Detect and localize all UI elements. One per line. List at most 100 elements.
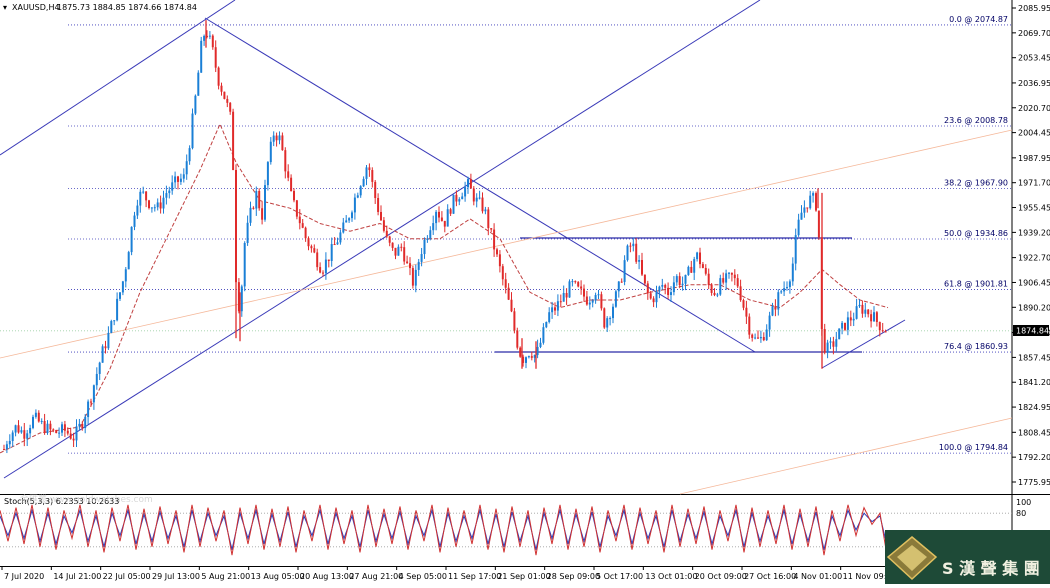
candle-body: [295, 200, 298, 217]
candle-body: [449, 209, 452, 214]
candle-body: [46, 423, 49, 434]
candle-body: [841, 322, 844, 329]
candle-body: [304, 227, 307, 239]
candle-body: [478, 197, 481, 199]
candle-body: [641, 260, 643, 275]
candle-body: [438, 211, 440, 218]
date-tick-label: 27 Aug 21:00: [349, 572, 403, 581]
candle-body: [713, 292, 716, 296]
date-tick-label: 21 Sep 01:00: [497, 572, 550, 581]
symbol-label: XAUUSD,H4: [12, 3, 60, 12]
candle-body: [330, 244, 333, 261]
candle-body: [574, 281, 577, 283]
candle-body: [513, 311, 516, 331]
candle-body: [780, 291, 783, 293]
candle-body: [791, 263, 794, 282]
candle-body: [101, 346, 104, 363]
candle-body: [469, 179, 472, 189]
candle-body: [591, 300, 594, 303]
candle-body: [452, 194, 455, 214]
logo-text: S 漢 聲 集 團: [942, 559, 1040, 578]
fib-level-label: 50.0 @ 1934.86: [944, 229, 1008, 238]
candle-body: [287, 171, 290, 178]
candle-body: [307, 238, 310, 247]
candle-body: [322, 272, 324, 274]
candle-body: [803, 207, 806, 213]
candle-body: [554, 307, 556, 311]
candle-body: [678, 276, 681, 286]
fibonacci-levels[interactable]: 0.0 @ 2074.87 23.6 @ 2008.78 38.2 @ 1967.9…: [0, 15, 1012, 454]
candle-body: [493, 229, 496, 250]
candle-body: [66, 430, 69, 434]
price-tick-label: 2053.45: [1018, 54, 1050, 63]
fib-level-label: 76.4 @ 1860.93: [944, 342, 1008, 351]
candle-body: [565, 293, 568, 298]
price-tick-label: 1824.95: [1018, 403, 1050, 412]
candle-body: [394, 247, 397, 256]
candle-body: [832, 341, 835, 347]
candle-body: [426, 238, 429, 240]
candle-body: [78, 423, 81, 427]
candle-body: [571, 281, 574, 283]
candle-body: [353, 197, 356, 213]
candle-body: [380, 211, 382, 221]
candle-body: [751, 334, 754, 338]
candle-body: [562, 293, 565, 302]
price-tick-label: 1971.70: [1018, 179, 1050, 188]
candle-body: [551, 307, 554, 313]
candle-body: [356, 195, 359, 198]
candle-body: [148, 200, 150, 209]
date-tick-label: 27 Oct 16:00: [744, 572, 796, 581]
date-tick-label: 4 Sep 05:00: [399, 572, 447, 581]
trend-line[interactable]: [3, 0, 761, 479]
candle-body: [467, 179, 469, 188]
trend-line[interactable]: [204, 17, 756, 353]
candle-body: [130, 226, 133, 253]
candle-body: [873, 312, 875, 322]
candle-body: [411, 268, 414, 286]
trend-lines[interactable]: [0, 0, 1013, 495]
candle-body: [136, 205, 139, 216]
candle-body: [52, 429, 55, 431]
candle-body: [774, 306, 777, 310]
candles: [3, 20, 887, 454]
candle-body: [409, 263, 411, 269]
candle-body: [443, 220, 446, 227]
candle-body: [371, 170, 374, 182]
price-tick-label: 2036.95: [1018, 79, 1050, 88]
candle-body: [145, 191, 148, 201]
candle-body: [475, 197, 478, 202]
trend-line[interactable]: [821, 319, 906, 369]
candle-body: [867, 309, 870, 315]
candle-body: [768, 315, 771, 330]
stoch-main-line: [0, 504, 889, 556]
trend-line[interactable]: [679, 417, 1013, 495]
price-tick-label: 1939.20: [1018, 228, 1050, 237]
candle-body: [739, 286, 742, 301]
candle-body: [765, 329, 768, 341]
candle-body: [3, 449, 5, 451]
candle-body: [568, 281, 571, 298]
candle-body: [385, 230, 388, 237]
candle-body: [539, 342, 542, 347]
date-tick-label: 11 Nov 09:00: [843, 572, 897, 581]
candle-body: [142, 191, 145, 193]
candle-body: [348, 218, 351, 221]
candle-body: [365, 167, 368, 179]
fib-level-label: 38.2 @ 1967.90: [944, 179, 1008, 188]
candle-body: [643, 274, 646, 284]
candle-body: [319, 267, 322, 273]
candle-body: [838, 328, 841, 340]
candle-body: [237, 282, 240, 312]
candle-body: [533, 355, 536, 358]
candle-body: [829, 341, 832, 343]
candle-body: [730, 272, 733, 275]
candle-body: [794, 235, 797, 264]
current-price-label: 1874.84: [1016, 327, 1049, 336]
trend-line[interactable]: [0, 0, 236, 156]
price-tick-label: 2069.70: [1018, 29, 1050, 38]
candle-body: [179, 178, 182, 182]
trend-line[interactable]: [0, 129, 1013, 359]
candle-body: [272, 135, 275, 142]
